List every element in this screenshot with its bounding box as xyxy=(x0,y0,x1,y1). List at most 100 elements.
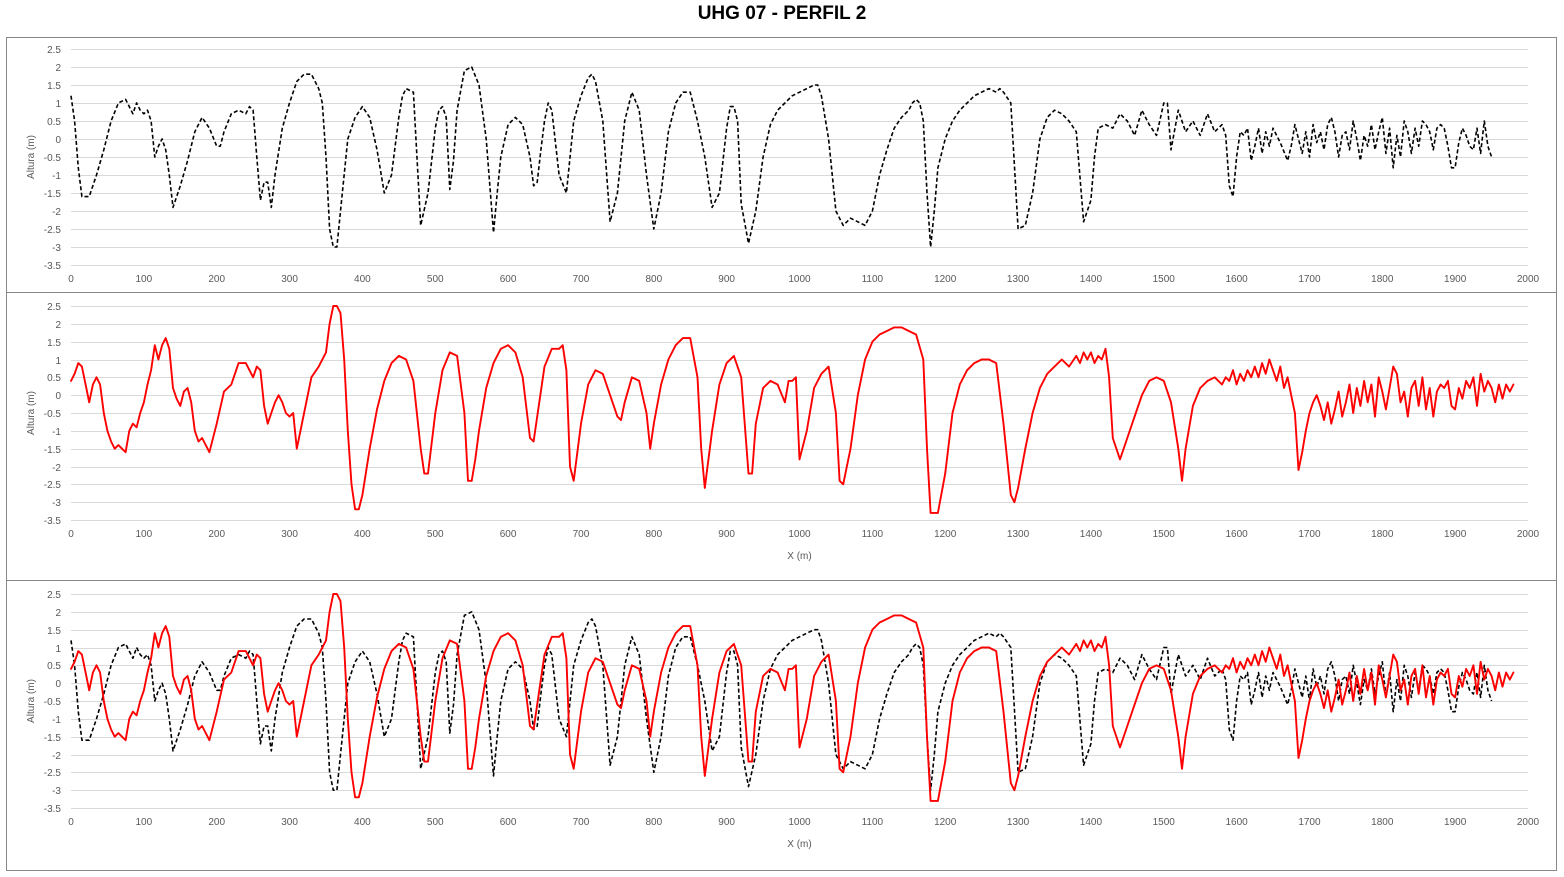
x-tick-label: 100 xyxy=(136,274,153,285)
y-tick-label: -3.5 xyxy=(44,804,62,815)
x-tick-label: 2000 xyxy=(1517,529,1540,540)
chart-frame xyxy=(6,292,1557,581)
y-tick-label: 1 xyxy=(55,356,61,367)
x-tick-label: 800 xyxy=(645,274,662,285)
series-line-red xyxy=(70,305,1515,514)
y-tick-label: -2.5 xyxy=(44,768,62,779)
y-tick-label: -3 xyxy=(52,498,61,509)
x-tick-label: 200 xyxy=(208,817,225,828)
y-axis-label: Altura (m) xyxy=(26,135,37,179)
y-tick-label: 2 xyxy=(55,63,61,74)
x-tick-label: 100 xyxy=(136,529,153,540)
x-tick-label: 500 xyxy=(427,274,444,285)
chart-frame xyxy=(6,37,1557,293)
x-tick-label: 1000 xyxy=(788,817,811,828)
x-tick-label: 1000 xyxy=(788,529,811,540)
x-tick-label: 300 xyxy=(281,817,298,828)
x-tick-label: 1800 xyxy=(1371,529,1394,540)
y-axis-label: Altura (m) xyxy=(26,391,37,435)
x-tick-label: 1700 xyxy=(1298,274,1321,285)
x-tick-label: 1400 xyxy=(1080,274,1103,285)
y-tick-label: -1.5 xyxy=(44,733,62,744)
y-tick-label: -1.5 xyxy=(44,445,62,456)
x-tick-label: 900 xyxy=(718,529,735,540)
y-tick-label: -1 xyxy=(52,715,61,726)
y-tick-label: -2 xyxy=(52,751,61,762)
y-tick-label: 1.5 xyxy=(47,81,61,92)
y-tick-label: 1 xyxy=(55,644,61,655)
y-tick-label: -1 xyxy=(52,427,61,438)
x-tick-label: 500 xyxy=(427,817,444,828)
x-tick-label: 1300 xyxy=(1007,817,1030,828)
x-tick-label: 1600 xyxy=(1225,529,1248,540)
y-tick-label: -0.5 xyxy=(44,697,62,708)
x-tick-label: 1700 xyxy=(1298,817,1321,828)
x-tick-label: 1800 xyxy=(1371,274,1394,285)
x-tick-label: 1900 xyxy=(1444,817,1467,828)
x-tick-label: 2000 xyxy=(1517,817,1540,828)
x-tick-label: 1200 xyxy=(934,529,957,540)
y-tick-label: -2 xyxy=(52,463,61,474)
y-tick-label: 2.5 xyxy=(47,45,61,56)
x-tick-label: 1000 xyxy=(788,274,811,285)
x-tick-label: 300 xyxy=(281,274,298,285)
y-tick-label: -3.5 xyxy=(44,516,62,527)
x-tick-label: 1900 xyxy=(1444,529,1467,540)
x-tick-label: 1500 xyxy=(1153,274,1176,285)
y-tick-label: 2 xyxy=(55,320,61,331)
x-tick-label: 400 xyxy=(354,274,371,285)
y-tick-label: -2 xyxy=(52,207,61,218)
x-tick-label: 500 xyxy=(427,529,444,540)
page-title: UHG 07 - PERFIL 2 xyxy=(697,3,867,24)
x-tick-label: 1100 xyxy=(862,274,884,285)
y-axis-label: Altura (m) xyxy=(26,679,37,723)
x-tick-label: 300 xyxy=(281,529,298,540)
y-tick-label: 1 xyxy=(55,99,61,110)
y-tick-label: 1.5 xyxy=(47,626,61,637)
y-tick-label: 0.5 xyxy=(47,117,61,128)
y-tick-label: 0 xyxy=(55,391,61,402)
panel-black-profile: 2.5 2 1.5 1 0.5 0 -0.5 -1 -1.5 -2 -2.5 -3 -3.5 0 100 20… xyxy=(6,37,1557,293)
x-tick-label: 1800 xyxy=(1371,817,1394,828)
x-tick-label: 700 xyxy=(573,817,590,828)
x-tick-label: 700 xyxy=(573,529,590,540)
x-tick-label: 400 xyxy=(354,817,371,828)
x-tick-label: 1600 xyxy=(1225,274,1248,285)
x-tick-label: 200 xyxy=(208,274,225,285)
x-tick-label: 2000 xyxy=(1517,274,1540,285)
y-tick-label: -3.5 xyxy=(44,261,62,272)
x-tick-label: 600 xyxy=(500,274,517,285)
y-tick-label: 2.5 xyxy=(47,590,61,601)
chart-frame xyxy=(6,580,1557,871)
x-tick-label: 1400 xyxy=(1080,529,1103,540)
y-tick-label: 2 xyxy=(55,608,61,619)
y-tick-label: -1.5 xyxy=(44,189,62,200)
y-tick-label: -3 xyxy=(52,786,61,797)
x-tick-label: 600 xyxy=(500,529,517,540)
panel-red-profile: 2.5 2 1.5 1 0.5 0 -0.5 -1 -1.5 -2 -2.5 -3 -3.5 0 100 20… xyxy=(6,292,1557,581)
x-tick-label: 1200 xyxy=(934,817,957,828)
x-tick-label: 0 xyxy=(68,817,74,828)
x-tick-label: 800 xyxy=(645,529,662,540)
series-line-black-dashed xyxy=(70,66,1493,248)
x-tick-label: 1400 xyxy=(1080,817,1103,828)
x-tick-label: 1300 xyxy=(1007,529,1030,540)
y-tick-label: -2.5 xyxy=(44,225,62,236)
x-tick-label: 1500 xyxy=(1153,529,1176,540)
y-tick-label: -2.5 xyxy=(44,480,62,491)
x-tick-label: 900 xyxy=(718,274,735,285)
series-line-red xyxy=(70,593,1515,802)
x-tick-label: 0 xyxy=(68,274,74,285)
x-tick-label: 0 xyxy=(68,529,74,540)
x-tick-label: 600 xyxy=(500,817,517,828)
x-tick-label: 200 xyxy=(208,529,225,540)
y-tick-label: -1 xyxy=(52,171,61,182)
x-tick-label: 400 xyxy=(354,529,371,540)
x-axis-label: X (m) xyxy=(787,551,811,562)
y-tick-label: -0.5 xyxy=(44,153,62,164)
x-tick-label: 1300 xyxy=(1007,274,1030,285)
y-tick-label: 1.5 xyxy=(47,338,61,349)
x-tick-label: 100 xyxy=(136,817,153,828)
y-tick-label: 2.5 xyxy=(47,302,61,313)
